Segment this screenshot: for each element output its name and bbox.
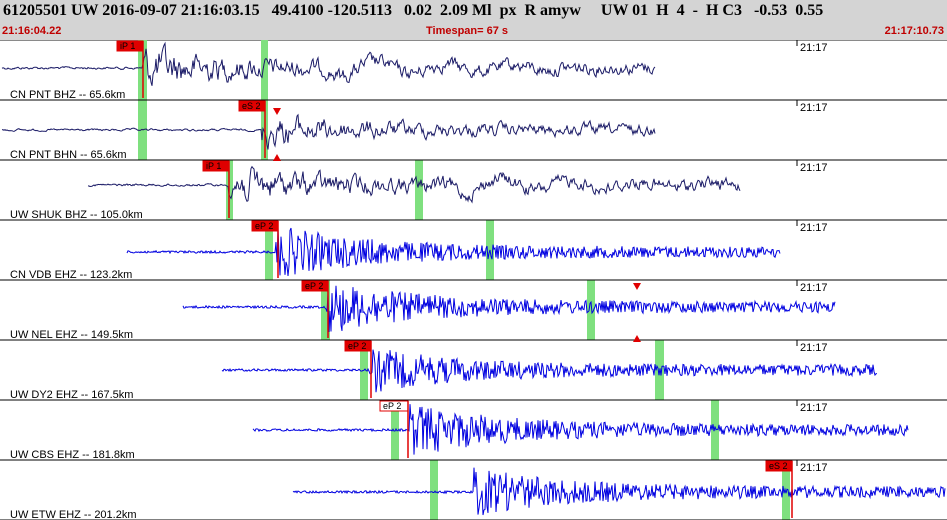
station-label: CN PNT BHZ -- 65.6km [10, 89, 125, 101]
pick-label: iP 1 [120, 41, 135, 51]
station-label: CN PNT BHN -- 65.6km [10, 149, 127, 161]
time-window [782, 460, 790, 520]
seismogram-panel[interactable]: iP 1 21:17 CN PNT BHZ -- 65.6km eS 2 21:17 CN… [0, 40, 947, 520]
waveform[interactable] [252, 404, 909, 455]
trace-panel[interactable]: eP 2 21:17 UW NEL EHZ -- 149.5km [0, 280, 947, 342]
pick-label: eP 2 [305, 281, 323, 291]
pick-marker-icon [273, 108, 281, 115]
waveform[interactable] [221, 349, 878, 393]
event-summary-title: 61205501 UW 2016-09-07 21:16:03.15 49.41… [3, 2, 824, 19]
trace-panel[interactable]: eP 2 21:17 CN VDB EHZ -- 123.2km [0, 220, 947, 281]
pick-marker-icon [633, 335, 641, 342]
pick-label: eP 2 [348, 341, 366, 351]
station-label: UW ETW EHZ -- 201.2km [10, 509, 137, 520]
start-time: 21:16:04.22 [2, 25, 62, 37]
time-window [261, 40, 268, 100]
pick-label: eP 2 [255, 221, 273, 231]
waveform[interactable] [1, 41, 656, 86]
time-tick-label: 21:17 [800, 102, 828, 114]
trace-panel[interactable]: eP 2 21:17 UW DY2 EHZ -- 167.5km [0, 340, 947, 401]
pick-label: iP 1 [206, 161, 221, 171]
station-label: UW CBS EHZ -- 181.8km [10, 449, 135, 461]
time-window [711, 400, 719, 460]
pick-marker-icon [273, 154, 281, 161]
station-label: UW SHUK BHZ -- 105.0km [10, 209, 143, 221]
station-label: UW DY2 EHZ -- 167.5km [10, 389, 133, 401]
time-tick-label: 21:17 [800, 462, 828, 474]
time-window [265, 220, 273, 280]
time-tick-label: 21:17 [800, 402, 828, 414]
pick-label: eS 2 [242, 101, 261, 111]
event-header: 61205501 UW 2016-09-07 21:16:03.15 49.41… [0, 0, 947, 41]
waveform[interactable] [1, 113, 656, 150]
trace-panel[interactable]: eS 2 21:17 UW ETW EHZ -- 201.2km [0, 460, 947, 520]
trace-panel[interactable]: eP 2 21:17 UW CBS EHZ -- 181.8km [0, 400, 947, 461]
time-tick-label: 21:17 [800, 342, 828, 354]
time-window [430, 460, 438, 520]
pick-label: eS 2 [769, 461, 788, 471]
waveform[interactable] [87, 165, 741, 204]
trace-panel[interactable]: iP 1 21:17 UW SHUK BHZ -- 105.0km [0, 160, 947, 221]
time-window [415, 160, 423, 220]
time-window [587, 280, 595, 340]
time-tick-label: 21:17 [800, 282, 828, 294]
pick-marker-icon [633, 283, 641, 290]
waveform[interactable] [126, 227, 781, 277]
station-label: UW NEL EHZ -- 149.5km [10, 329, 133, 341]
pick-label: eP 2 [383, 401, 401, 411]
trace-panel[interactable]: eS 2 21:17 CN PNT BHN -- 65.6km [0, 100, 947, 161]
time-tick-label: 21:17 [800, 222, 828, 234]
station-label: CN VDB EHZ -- 123.2km [10, 269, 132, 281]
waveform[interactable] [182, 285, 836, 333]
timespan: Timespan= 67 s [426, 25, 509, 37]
waveform[interactable] [292, 467, 946, 516]
time-tick-label: 21:17 [800, 162, 828, 174]
time-window [321, 280, 330, 340]
trace-panel[interactable]: iP 1 21:17 CN PNT BHZ -- 65.6km [0, 40, 947, 101]
end-time: 21:17:10.73 [884, 25, 944, 37]
time-tick-label: 21:17 [800, 42, 828, 54]
